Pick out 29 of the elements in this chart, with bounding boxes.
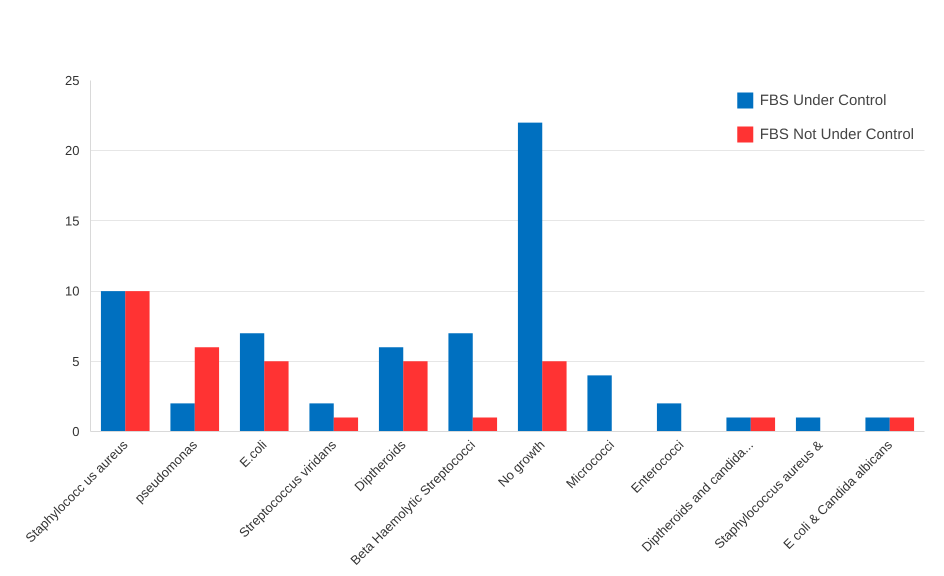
bar [100,291,126,432]
bar [309,403,334,432]
y-tick-label: 10 [65,284,80,299]
bar [587,375,612,432]
y-tick-label: 25 [65,73,80,88]
bar [170,403,195,432]
bar [334,417,358,432]
bar [472,417,498,432]
bar [378,347,404,432]
y-tick-label: 5 [72,354,80,369]
legend-label: FBS Not Under Control [760,126,914,142]
legend-label: FBS Under Control [760,92,886,108]
bar [264,361,289,432]
bar [656,403,682,432]
bar [240,333,264,432]
y-tick-label: 20 [65,143,80,158]
bar [125,291,150,432]
bar [194,347,220,432]
bar [890,417,914,432]
bar [448,333,473,432]
bar [750,417,776,432]
bar [796,417,820,432]
bar [726,417,751,432]
y-tick-label: 0 [72,424,80,439]
bar [542,361,567,432]
bar [518,122,542,432]
bar [865,417,890,432]
y-tick-label: 15 [65,213,80,228]
bar [403,361,428,432]
